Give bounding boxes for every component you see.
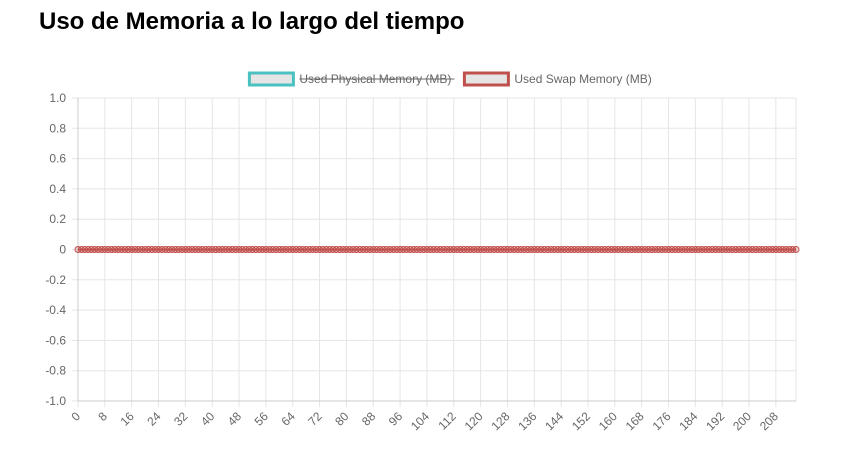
y-tick-label: 0 (59, 243, 66, 257)
x-tick-label: 176 (650, 409, 674, 433)
y-tick-label: -1.0 (45, 394, 66, 408)
x-tick-label: 40 (198, 409, 218, 429)
x-tick-label: 96 (386, 409, 406, 429)
legend-item-0[interactable]: Used Physical Memory (MB) (247, 71, 455, 87)
y-tick-label: -0.4 (45, 303, 66, 317)
chart-legend[interactable]: Used Physical Memory (MB) Used Swap Memor… (247, 71, 652, 87)
y-tick-label: 1.0 (49, 91, 66, 105)
x-tick-label: 32 (171, 409, 191, 429)
x-tick-label: 56 (252, 409, 272, 429)
x-tick-label: 208 (757, 409, 781, 433)
x-tick-label: 16 (117, 409, 137, 429)
y-tick-label: 0.2 (49, 212, 66, 226)
x-tick-label: 128 (489, 409, 513, 433)
x-tick-label: 136 (515, 409, 539, 433)
x-tick-label: 112 (435, 409, 459, 433)
legend-swatch[interactable] (462, 71, 510, 87)
legend-item-1[interactable]: Used Swap Memory (MB) (462, 71, 652, 87)
x-tick-label: 64 (279, 409, 299, 429)
y-tick-label: -0.8 (45, 364, 66, 378)
legend-swatch[interactable] (247, 71, 295, 87)
x-tick-label: 8 (95, 409, 110, 424)
legend-label[interactable]: Used Swap Memory (MB) (514, 72, 651, 86)
y-tick-label: 0.8 (49, 121, 66, 135)
x-tick-label: 104 (408, 409, 432, 433)
x-tick-label: 192 (703, 409, 727, 433)
x-tick-label: 120 (462, 409, 486, 433)
x-tick-label: 72 (305, 409, 325, 429)
x-tick-label: 144 (542, 409, 566, 433)
y-tick-label: 0.6 (49, 152, 66, 166)
x-tick-label: 160 (596, 409, 620, 433)
y-tick-label: -0.6 (45, 333, 66, 347)
y-tick-label: -0.2 (45, 273, 66, 287)
x-tick-label: 168 (623, 409, 647, 433)
x-tick-label: 88 (359, 409, 379, 429)
y-tick-label: 0.4 (49, 182, 66, 196)
x-tick-label: 0 (68, 409, 83, 424)
chart-series (74, 246, 800, 253)
page-title: Uso de Memoria a lo largo del tiempo (39, 8, 465, 35)
series-point (792, 246, 800, 253)
x-tick-label: 24 (144, 409, 164, 429)
x-tick-label: 152 (569, 409, 593, 433)
chart-axes: 1.00.80.60.40.20-0.2-0.4-0.6-0.8-1.00 8 16… (45, 91, 796, 433)
x-tick-label: 200 (730, 409, 754, 433)
x-tick-label: 184 (676, 409, 700, 433)
x-tick-label: 80 (332, 409, 352, 429)
x-tick-label: 48 (225, 409, 245, 429)
